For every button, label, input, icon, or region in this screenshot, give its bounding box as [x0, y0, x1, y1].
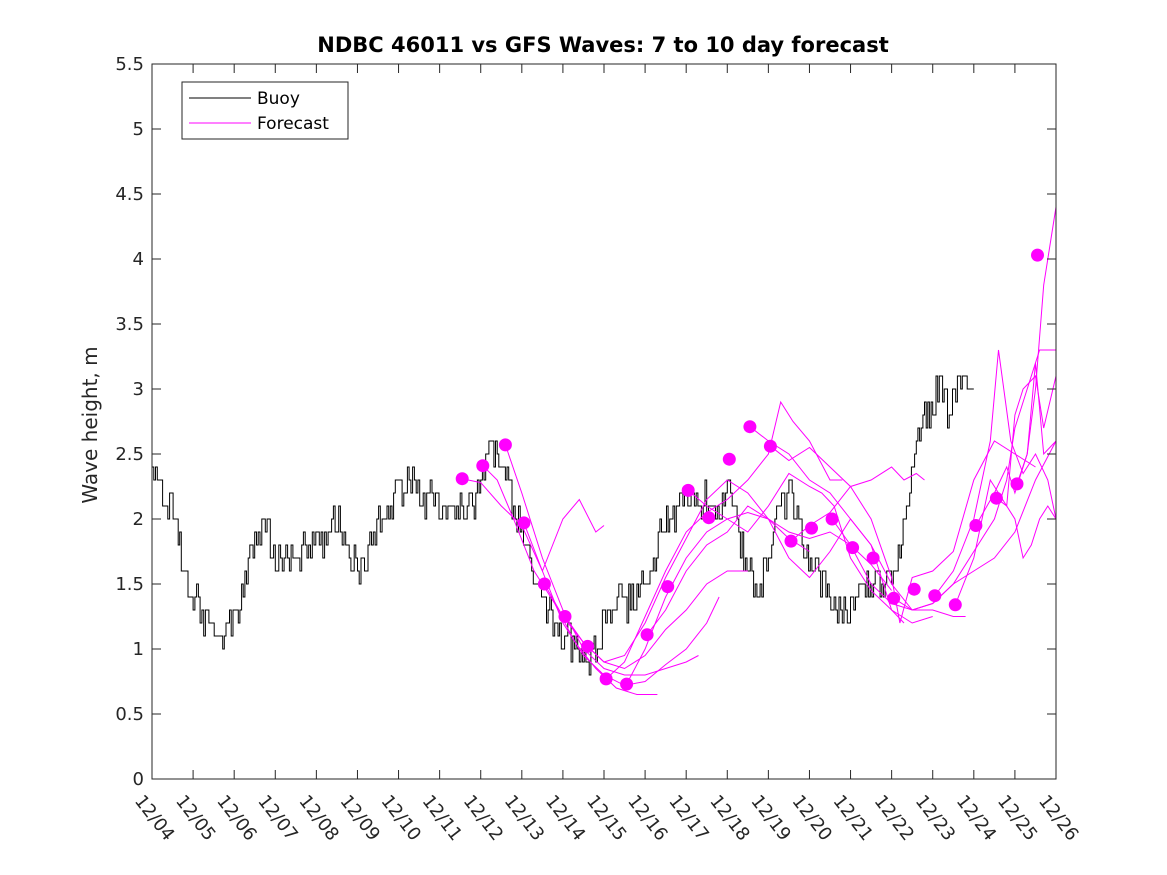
forecast-line-6: [605, 400, 843, 680]
legend-box: [181, 81, 349, 140]
forecast-point-19: [846, 541, 860, 555]
forecast-line-1: [482, 465, 658, 695]
forecast-point-11: [681, 483, 695, 497]
forecast-point-8: [620, 677, 634, 691]
y-tick-label: 4: [133, 249, 144, 270]
forecast-point-2: [498, 438, 512, 452]
forecast-line-2: [504, 444, 699, 676]
y-tick-label: 3: [133, 379, 144, 400]
y-tick-label: 3.5: [115, 314, 144, 335]
legend: Buoy Forecast: [181, 81, 349, 140]
forecast-point-4: [537, 577, 551, 591]
y-tick-label: 4.5: [115, 184, 144, 205]
forecast-point-28: [1031, 248, 1044, 262]
plot-area: [152, 64, 1056, 779]
forecast-line-10: [749, 426, 966, 617]
y-tick-label: 2: [133, 509, 144, 530]
forecast-point-23: [928, 589, 942, 603]
y-tick-label: 2.5: [115, 444, 144, 465]
forecast-point-0: [455, 472, 469, 486]
chart-title: NDBC 46011 vs GFS Waves: 7 to 10 day for…: [317, 33, 888, 57]
forecast-point-12: [702, 511, 716, 525]
y-tick-label: 0: [133, 769, 144, 790]
y-tick-label: 1: [133, 639, 144, 660]
y-tick-label: 0.5: [115, 704, 144, 725]
forecast-point-9: [640, 628, 654, 642]
forecast-point-26: [989, 491, 1003, 505]
forecast-point-27: [1010, 477, 1024, 491]
forecast-point-21: [887, 591, 901, 605]
y-tick-label: 5.5: [115, 54, 144, 75]
series-group: [152, 206, 1056, 695]
forecast-point-14: [743, 420, 757, 434]
forecast-line-18: [996, 497, 1056, 560]
forecast-line-19: [1016, 206, 1056, 485]
forecast-line-4: [543, 570, 748, 670]
forecast-point-20: [866, 551, 880, 565]
forecast-point-17: [805, 521, 818, 535]
legend-buoy-label: Buoy: [257, 89, 300, 109]
y-tick-label: 1.5: [115, 574, 144, 595]
forecast-point-5: [558, 610, 572, 623]
forecast-point-6: [581, 639, 595, 653]
y-tick-label: 5: [133, 119, 144, 140]
forecast-point-22: [907, 582, 921, 596]
forecast-point-18: [825, 512, 839, 526]
y-axis-label: Wave height, m: [78, 346, 102, 503]
forecast-line-12: [790, 440, 1036, 624]
legend-forecast-label: Forecast: [257, 114, 329, 134]
forecast-point-16: [784, 534, 798, 548]
forecast-point-15: [763, 439, 777, 453]
forecast-line-11: [770, 445, 925, 488]
forecast-point-24: [948, 598, 962, 612]
forecast-point-7: [599, 672, 613, 686]
forecast-point-10: [661, 580, 675, 594]
forecast-point-13: [722, 452, 736, 466]
forecast-line-9: [687, 472, 933, 624]
forecast-point-1: [476, 459, 490, 473]
forecast-point-3: [517, 516, 531, 530]
forecast-point-25: [969, 519, 983, 532]
forecast-line-16: [954, 374, 1056, 605]
forecast-line-14: [893, 349, 1056, 611]
forecast-line-15: [934, 349, 1056, 596]
